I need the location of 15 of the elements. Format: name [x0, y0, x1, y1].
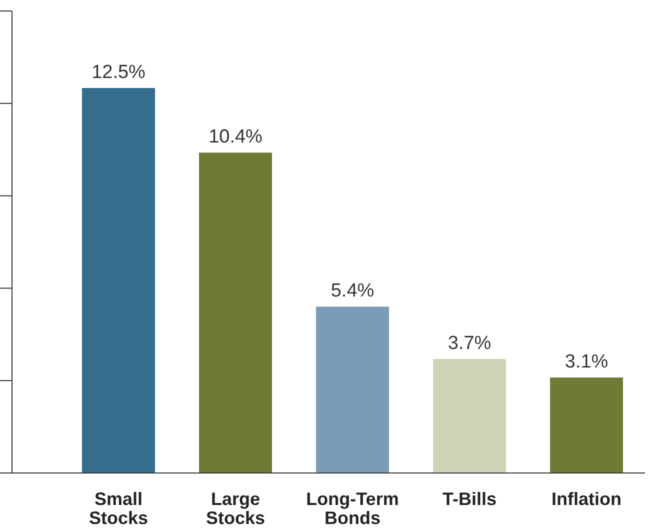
bar	[316, 306, 389, 473]
data-label: 10.4%	[208, 126, 263, 148]
data-label: 12.5%	[92, 62, 146, 83]
bar	[82, 88, 155, 473]
x-tick-label: Small Stocks	[88, 489, 148, 528]
data-label: 3.1%	[564, 352, 608, 373]
x-tick-label: T-Bills	[442, 489, 497, 510]
bar	[550, 378, 623, 473]
x-tick-label: Inflation	[552, 489, 622, 510]
x-tick-label: Large Stocks	[206, 489, 266, 528]
data-label: 5.4%	[330, 280, 374, 302]
bar	[433, 359, 506, 473]
bar	[199, 152, 272, 473]
x-tick-label: Long-Term Bonds	[306, 489, 399, 528]
data-label: 3.7%	[448, 333, 492, 354]
